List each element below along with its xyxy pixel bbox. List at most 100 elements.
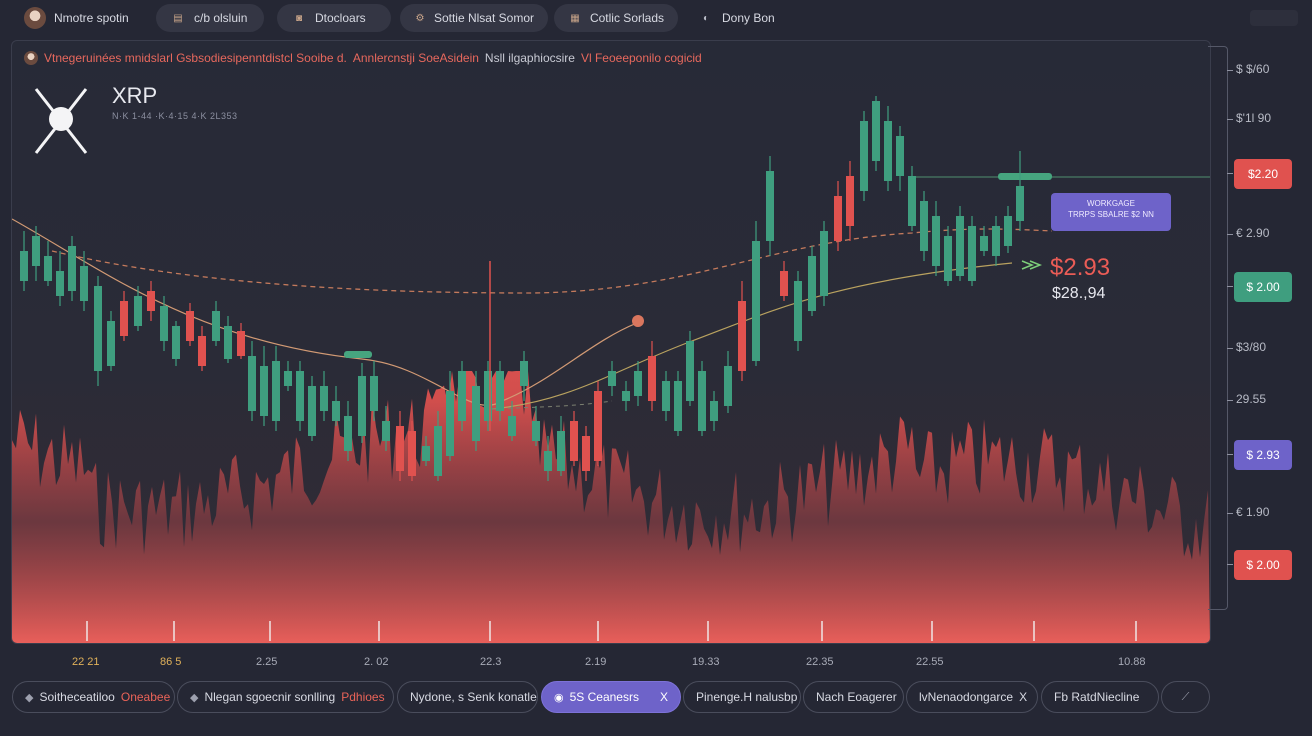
candle-body[interactable]	[752, 241, 760, 361]
candle-body[interactable]	[860, 121, 868, 191]
candle-body[interactable]	[472, 386, 480, 441]
candle-body[interactable]	[44, 256, 52, 281]
candle-body[interactable]	[358, 376, 366, 436]
candle-body[interactable]	[872, 101, 880, 161]
candle-body[interactable]	[674, 381, 682, 431]
close-icon[interactable]: X	[659, 690, 668, 704]
tab-chart[interactable]: ▤ c/b olsluin	[156, 4, 264, 32]
filter-chip[interactable]: ◆ Soitheceatiloo Oneabee	[12, 681, 175, 713]
candle-body[interactable]	[608, 371, 616, 386]
filter-chip[interactable]: ◆ Nlegan sgoecnir sonlling Pdhioes	[177, 681, 394, 713]
candle-body[interactable]	[458, 371, 466, 421]
candle-body[interactable]	[20, 251, 28, 281]
candle-body[interactable]	[634, 371, 642, 396]
candle-body[interactable]	[780, 271, 788, 296]
candle-body[interactable]	[1016, 186, 1024, 221]
candle-body[interactable]	[94, 286, 102, 371]
candle-body[interactable]	[710, 401, 718, 421]
expand-button[interactable]: ⟋	[1161, 681, 1210, 713]
candle-body[interactable]	[134, 296, 142, 326]
candle-body[interactable]	[622, 391, 630, 401]
price-label-pill[interactable]: $ 2.93	[1234, 440, 1292, 470]
candle-body[interactable]	[1004, 216, 1012, 246]
filter-chip[interactable]: lvNenaodongarce X	[906, 681, 1038, 713]
candle-body[interactable]	[212, 311, 220, 341]
candle-body[interactable]	[820, 231, 828, 296]
candle-body[interactable]	[570, 421, 578, 461]
candle-body[interactable]	[508, 416, 516, 436]
candle-body[interactable]	[738, 301, 746, 371]
candle-body[interactable]	[484, 371, 492, 421]
candle-body[interactable]	[686, 341, 694, 401]
candle-body[interactable]	[408, 431, 416, 476]
price-label-pill[interactable]: $2.20	[1234, 159, 1292, 189]
candle-body[interactable]	[808, 256, 816, 311]
price-chart[interactable]	[12, 41, 1210, 643]
candle-body[interactable]	[834, 196, 842, 241]
candle-body[interactable]	[884, 121, 892, 181]
candle-body[interactable]	[794, 281, 802, 341]
candle-body[interactable]	[56, 271, 64, 296]
candle-body[interactable]	[198, 336, 206, 366]
filter-chip[interactable]: Nach Eoagerer	[803, 681, 904, 713]
candle-body[interactable]	[296, 371, 304, 421]
price-label-pill[interactable]: $ 2.00	[1234, 272, 1292, 302]
tab-profile[interactable]: Nmotre spotin	[10, 4, 143, 32]
candle-body[interactable]	[382, 421, 390, 441]
filter-chip[interactable]: Fb RatdNiecline	[1041, 681, 1159, 713]
candle-body[interactable]	[160, 306, 168, 341]
candle-body[interactable]	[446, 391, 454, 456]
candle-body[interactable]	[908, 176, 916, 226]
candle-body[interactable]	[434, 426, 442, 476]
candle-body[interactable]	[396, 426, 404, 471]
candle-body[interactable]	[766, 171, 774, 241]
close-icon[interactable]: X	[1019, 690, 1028, 704]
candle-body[interactable]	[272, 361, 280, 421]
candle-body[interactable]	[956, 216, 964, 276]
candle-body[interactable]	[120, 301, 128, 336]
tab-user[interactable]: ◐ Dony Bon	[684, 4, 789, 32]
candle-body[interactable]	[992, 226, 1000, 256]
candle-body[interactable]	[147, 291, 155, 311]
candle-body[interactable]	[594, 391, 602, 461]
candle-body[interactable]	[544, 451, 552, 471]
tab-screener[interactable]: ⚙ Sottie Nlsat Somor	[400, 4, 548, 32]
candle-body[interactable]	[320, 386, 328, 411]
candle-body[interactable]	[846, 176, 854, 226]
filter-chip[interactable]: Nydone, s Senk konatle	[397, 681, 538, 713]
candle-body[interactable]	[520, 361, 528, 386]
candle-body[interactable]	[224, 326, 232, 359]
candle-body[interactable]	[968, 226, 976, 281]
candle-body[interactable]	[932, 216, 940, 266]
candle-body[interactable]	[186, 311, 194, 341]
candle-body[interactable]	[698, 371, 706, 431]
candle-body[interactable]	[662, 381, 670, 411]
candle-body[interactable]	[370, 376, 378, 411]
price-label-pill[interactable]: $ 2.00	[1234, 550, 1292, 580]
candle-body[interactable]	[980, 236, 988, 251]
candle-body[interactable]	[80, 266, 88, 301]
candle-body[interactable]	[582, 436, 590, 471]
candle-body[interactable]	[920, 201, 928, 251]
tab-dashboards[interactable]: ◙ Dtocloars	[277, 4, 391, 32]
candle-body[interactable]	[32, 236, 40, 266]
candle-body[interactable]	[332, 401, 340, 421]
candle-body[interactable]	[422, 446, 430, 461]
tab-settings[interactable]: ▦ Cotlic Sorlads	[554, 4, 678, 32]
candle-body[interactable]	[896, 136, 904, 176]
candle-body[interactable]	[532, 421, 540, 441]
candle-body[interactable]	[724, 366, 732, 406]
candle-body[interactable]	[648, 356, 656, 401]
candle-body[interactable]	[944, 236, 952, 281]
candle-body[interactable]	[557, 431, 565, 471]
candle-body[interactable]	[237, 331, 245, 356]
candle-body[interactable]	[172, 326, 180, 359]
candle-body[interactable]	[68, 246, 76, 291]
candle-body[interactable]	[260, 366, 268, 416]
candle-body[interactable]	[344, 416, 352, 451]
candle-body[interactable]	[496, 371, 504, 411]
candle-body[interactable]	[107, 321, 115, 366]
news-banner[interactable]: Vtnegeruinées mnidslarl Gsbsodiesipenntd…	[24, 51, 702, 65]
filter-chip[interactable]: Pinenge.H nalusbp	[683, 681, 801, 713]
filter-chip-active[interactable]: ◉ 5S Ceanesrs X	[541, 681, 681, 713]
